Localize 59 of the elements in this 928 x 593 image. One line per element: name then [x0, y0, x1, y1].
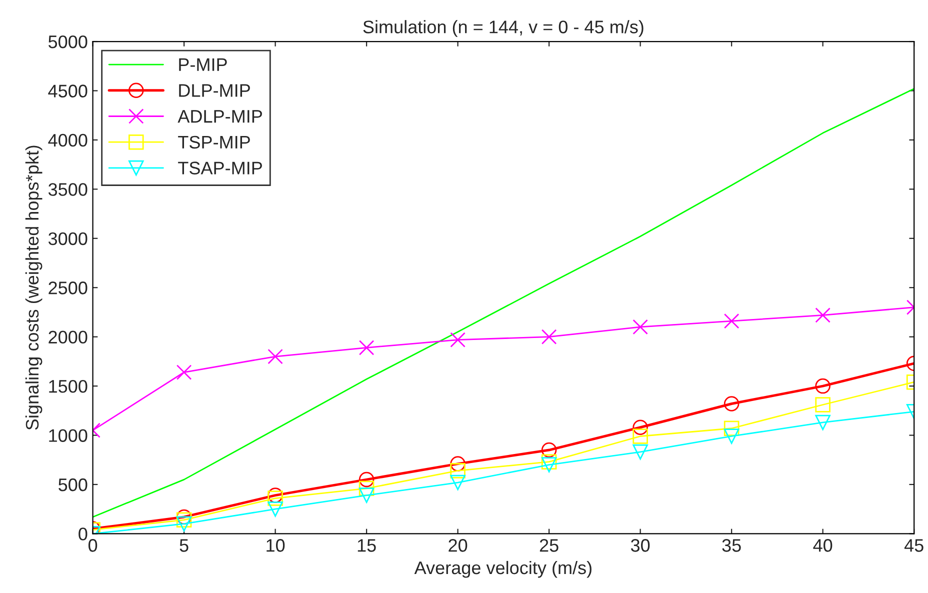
point — [358, 488, 374, 503]
y-tick-label: 500 — [58, 478, 88, 492]
point — [724, 428, 740, 444]
point — [176, 516, 192, 532]
point — [541, 329, 557, 344]
point — [815, 378, 830, 394]
y-tick-label: 0 — [78, 528, 88, 540]
point — [450, 463, 466, 478]
point — [541, 442, 557, 458]
point — [632, 420, 648, 436]
point — [268, 348, 283, 364]
point — [358, 340, 374, 356]
x-tick-label: 40 — [813, 539, 832, 552]
x-tick-label: 5 — [180, 539, 188, 552]
legend-label: P-MIP — [179, 58, 227, 71]
point — [815, 308, 830, 323]
point — [632, 444, 648, 460]
point — [724, 420, 740, 436]
point — [450, 474, 466, 490]
point — [358, 472, 374, 488]
y-tick-label: 3000 — [48, 232, 88, 246]
legend-label: TSP-MIP — [178, 136, 250, 149]
x-tick-label: 0 — [88, 539, 98, 552]
x-tick-label: 15 — [358, 539, 376, 552]
y-tick-label: 2500 — [48, 282, 88, 294]
y-tick-label: 3500 — [48, 183, 88, 196]
x-tick-label: 45 — [904, 539, 924, 552]
point — [358, 480, 374, 496]
point — [176, 512, 192, 528]
point — [450, 332, 466, 348]
point — [815, 414, 830, 430]
point — [450, 456, 466, 472]
x-axis-title: Average velocity (m/s) — [414, 560, 592, 578]
y-axis-title: Signaling costs (weighted hops*pkt) — [25, 146, 42, 430]
y-tick-label: 4500 — [48, 84, 88, 98]
x-tick-label: 35 — [722, 539, 741, 552]
point — [632, 319, 648, 335]
chart-title: Simulation (n = 144, v = 0 - 45 m/s) — [363, 20, 644, 37]
x-tick-label: 20 — [448, 539, 468, 552]
y-tick-label: 2000 — [48, 330, 88, 344]
point — [724, 313, 740, 329]
point — [541, 454, 557, 470]
point — [268, 501, 283, 517]
y-tick-label: 4000 — [48, 134, 88, 147]
y-tick-label: 1500 — [49, 380, 88, 393]
x-tick-label: 30 — [630, 539, 650, 552]
x-tick-label: 25 — [540, 539, 558, 552]
point — [268, 490, 283, 506]
x-tick-label: 10 — [266, 539, 285, 552]
point — [632, 428, 648, 444]
legend-label: TSAP-MIP — [178, 162, 262, 174]
point — [541, 457, 557, 472]
point — [815, 397, 830, 412]
legend-label: DLP-MIP — [179, 84, 250, 97]
y-tick-label: 5000 — [48, 35, 88, 48]
point — [176, 364, 192, 380]
y-tick-label: 1000 — [49, 429, 88, 442]
point — [724, 396, 740, 412]
legend-label: ADLP-MIP — [178, 110, 262, 123]
